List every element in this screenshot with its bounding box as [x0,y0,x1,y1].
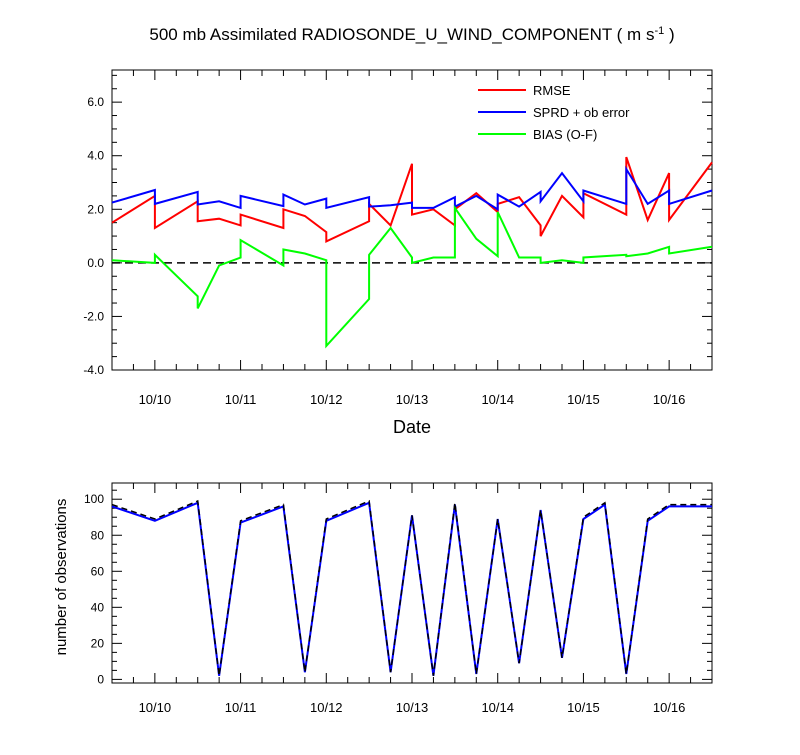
x-tick-label: 10/10 [139,392,172,407]
top-series-group [111,156,713,349]
y-tick-label: -2.0 [83,309,104,323]
x-tick-label: 10/15 [567,392,600,407]
legend-label: BIAS (O-F) [533,127,597,142]
x-axis-label: Date [393,417,431,437]
y-tick-label: 4.0 [87,149,104,163]
legend-label: RMSE [533,83,571,98]
x-tick-label: 10/11 [225,392,257,407]
series-line-sprd-ob-error [111,165,713,212]
y-axis-label: number of observations [53,499,70,656]
x-tick-label: 10/14 [481,392,514,407]
x-tick-label: 10/12 [310,392,343,407]
series-line-rmse [111,156,713,243]
bottom-axis-ticks [112,483,712,683]
bottom-plot-frame [111,482,713,684]
bias-rmse-chart: 500 mb Assimilated RADIOSONDE_U_WIND_COM… [83,25,713,437]
y-tick-label: 40 [91,600,105,614]
x-tick-label: 10/11 [225,700,257,715]
y-tick-label: 80 [91,528,105,542]
bottom-y-tick-labels: 0 20 40 60 80 100 [84,492,104,686]
y-tick-label: 0.0 [87,256,104,270]
x-tick-label: 10/13 [396,700,429,715]
series-line-bias-o-f [111,204,713,349]
chart-legend: RMSE SPRD + ob error BIAS (O-F) [478,83,630,142]
x-tick-label: 10/16 [653,392,686,407]
bottom-series-group [111,499,712,676]
x-tick-label: 10/14 [481,700,514,715]
bottom-x-tick-labels: 10/10 10/11 10/12 10/13 10/14 10/15 10/16 [139,700,686,715]
x-tick-label: 10/10 [139,700,172,715]
y-tick-label: 2.0 [87,202,104,216]
series-line-observations [111,501,712,676]
top-x-tick-labels: 10/10 10/11 10/12 10/13 10/14 10/15 10/16 [139,392,686,407]
top-y-tick-labels: -4.0 -2.0 0.0 2.0 4.0 6.0 [83,95,104,377]
top-axis-ticks [112,70,712,371]
y-tick-label: 6.0 [87,95,104,109]
x-tick-label: 10/13 [396,392,429,407]
y-tick-label: 0 [97,672,104,686]
x-tick-label: 10/12 [310,700,343,715]
y-tick-label: 100 [84,492,104,506]
x-tick-label: 10/15 [567,700,600,715]
x-tick-label: 10/16 [653,700,686,715]
chart-title: 500 mb Assimilated RADIOSONDE_U_WIND_COM… [149,25,674,44]
y-tick-label: -4.0 [83,363,104,377]
y-tick-label: 20 [91,636,105,650]
series-line-observations-dashed [111,499,712,676]
y-tick-label: 60 [91,564,105,578]
legend-label: SPRD + ob error [533,105,630,120]
